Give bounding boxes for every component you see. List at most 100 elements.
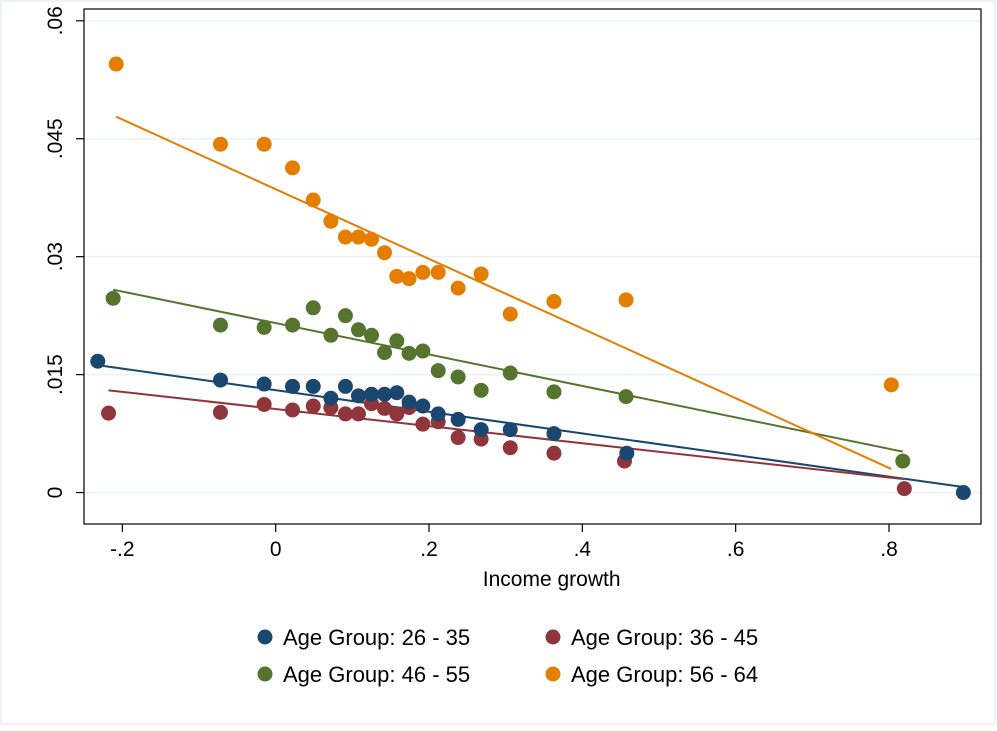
data-point xyxy=(212,372,228,388)
data-point xyxy=(377,386,393,402)
data-point xyxy=(377,345,393,361)
data-point xyxy=(389,333,405,349)
legend-marker xyxy=(257,629,273,645)
data-point xyxy=(364,231,379,247)
data-point xyxy=(256,319,272,335)
data-point xyxy=(618,292,634,308)
data-point xyxy=(323,327,339,343)
data-point xyxy=(450,369,466,385)
data-point xyxy=(546,426,562,442)
data-point xyxy=(546,445,562,461)
data-point xyxy=(337,229,353,245)
data-point xyxy=(305,300,321,316)
data-point xyxy=(305,192,321,208)
fit-line xyxy=(115,115,892,470)
data-point xyxy=(212,317,228,333)
data-point xyxy=(101,405,117,421)
legend-label: Age Group: 36 - 45 xyxy=(571,625,758,650)
data-point xyxy=(350,229,366,245)
x-tick-label: .2 xyxy=(420,538,438,561)
data-point xyxy=(305,398,321,414)
data-point xyxy=(415,343,431,359)
data-point xyxy=(377,245,393,261)
data-point xyxy=(546,384,562,400)
data-point xyxy=(401,271,417,287)
data-point xyxy=(502,440,518,456)
data-point xyxy=(350,406,366,422)
fit-line xyxy=(97,364,964,489)
y-tick-label: .03 xyxy=(44,242,67,271)
x-tick-label: .4 xyxy=(574,538,592,561)
data-point xyxy=(364,327,379,343)
x-tick-label: .8 xyxy=(880,538,898,561)
data-point xyxy=(256,136,272,152)
data-point xyxy=(90,353,106,369)
data-point xyxy=(337,378,353,394)
data-point xyxy=(212,136,228,152)
y-tick-label: .015 xyxy=(44,354,67,395)
data-point xyxy=(502,422,518,438)
legend-label: Age Group: 46 - 55 xyxy=(283,662,470,687)
legend-label: Age Group: 56 - 64 xyxy=(571,662,758,687)
grid-layer xyxy=(84,20,981,494)
data-point xyxy=(502,365,518,381)
x-tick-label: .6 xyxy=(727,538,745,561)
plot-frame xyxy=(83,8,982,525)
legend-marker xyxy=(257,666,273,682)
data-point xyxy=(450,280,466,296)
data-point xyxy=(618,389,634,405)
data-points xyxy=(90,56,971,501)
data-point xyxy=(285,378,301,394)
data-point xyxy=(377,400,393,416)
data-point xyxy=(619,445,635,461)
data-point xyxy=(415,416,431,432)
data-point xyxy=(450,411,466,427)
data-point xyxy=(955,485,971,501)
data-point xyxy=(364,386,379,402)
data-point xyxy=(389,385,405,401)
data-point xyxy=(350,388,366,404)
data-point xyxy=(430,406,446,422)
data-point xyxy=(323,213,339,229)
data-point xyxy=(473,266,489,282)
data-point xyxy=(256,376,272,392)
y-tick-label: .06 xyxy=(44,6,67,35)
data-point xyxy=(337,308,353,324)
data-point xyxy=(105,290,121,306)
data-point xyxy=(285,317,301,333)
data-point xyxy=(473,422,489,438)
data-point xyxy=(350,322,366,338)
data-point xyxy=(285,402,301,418)
data-point xyxy=(108,56,124,72)
data-point xyxy=(401,394,417,410)
data-point xyxy=(415,264,431,280)
data-point xyxy=(305,378,321,394)
data-point xyxy=(883,377,899,393)
data-point xyxy=(430,264,446,280)
data-point xyxy=(285,160,301,176)
legend-marker xyxy=(545,629,561,645)
legend: Age Group: 26 - 35 Age Group: 36 - 45 Age … xyxy=(257,625,758,687)
data-point xyxy=(430,363,446,379)
data-point xyxy=(896,481,912,497)
data-point xyxy=(389,268,405,284)
data-point xyxy=(401,345,417,361)
x-axis-title: Income growth xyxy=(483,568,621,591)
data-point xyxy=(212,404,228,420)
data-point xyxy=(415,398,431,414)
data-point xyxy=(895,453,911,469)
data-point xyxy=(546,293,562,309)
data-point xyxy=(256,396,272,412)
legend-label: Age Group: 26 - 35 xyxy=(283,625,470,650)
y-tick-label: 0 xyxy=(44,487,67,499)
data-point xyxy=(323,390,339,406)
x-tick-label: -.2 xyxy=(110,538,135,561)
axis-layer: 0 .015 .03 .045 .06 -.2 0 .2 .4 .6 .8 xyxy=(44,6,898,561)
data-point xyxy=(337,406,353,422)
data-point xyxy=(502,306,518,322)
data-point xyxy=(473,382,489,398)
